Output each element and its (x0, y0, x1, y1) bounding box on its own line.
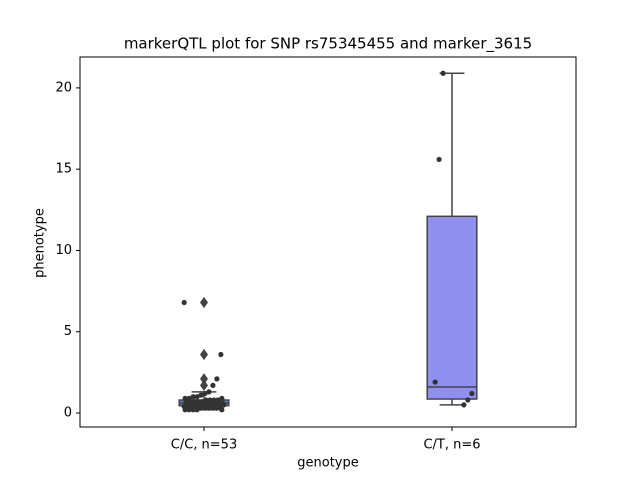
strip-point (198, 405, 204, 411)
flier (200, 379, 208, 391)
flier (200, 296, 208, 309)
chart-title: markerQTL plot for SNP rs75345455 and ma… (124, 35, 532, 54)
x-tick-label: C/T, n=6 (423, 438, 480, 453)
strip-point (219, 395, 225, 401)
y-tick-label: 5 (64, 324, 72, 339)
strip-point (218, 351, 224, 358)
y-tick-label: 20 (55, 80, 72, 95)
strip-point (432, 379, 438, 385)
strip-point (465, 397, 471, 403)
strip-point (214, 376, 220, 382)
strip-point (190, 407, 196, 413)
strip-point (182, 407, 188, 413)
x-tick-label: C/C, n=53 (171, 438, 237, 453)
y-tick-label: 15 (55, 162, 72, 177)
strip-point (202, 405, 208, 411)
strip-point (198, 392, 204, 398)
strip-point (214, 405, 220, 411)
y-axis-label: phenotype (33, 208, 48, 278)
strip-point (210, 405, 216, 411)
plot-frame (79, 56, 577, 428)
strip-point (194, 407, 200, 413)
strip-point (461, 402, 467, 408)
strip-point (202, 390, 208, 397)
strip-point (210, 382, 216, 388)
strip-point (190, 394, 196, 400)
strip-point (206, 405, 212, 411)
strip-point (186, 407, 192, 413)
strip-point (194, 394, 200, 400)
strip-point (469, 390, 475, 397)
x-axis-label: genotype (297, 456, 358, 471)
y-tick-label: 0 (64, 406, 72, 421)
strip-point (181, 299, 187, 306)
strip-point (440, 70, 446, 76)
flier (200, 373, 208, 385)
strip-point (436, 156, 442, 163)
strip-point (219, 407, 225, 413)
box (426, 215, 478, 400)
strip-point (206, 389, 212, 395)
flier (200, 348, 208, 361)
y-tick-label: 10 (55, 243, 72, 258)
